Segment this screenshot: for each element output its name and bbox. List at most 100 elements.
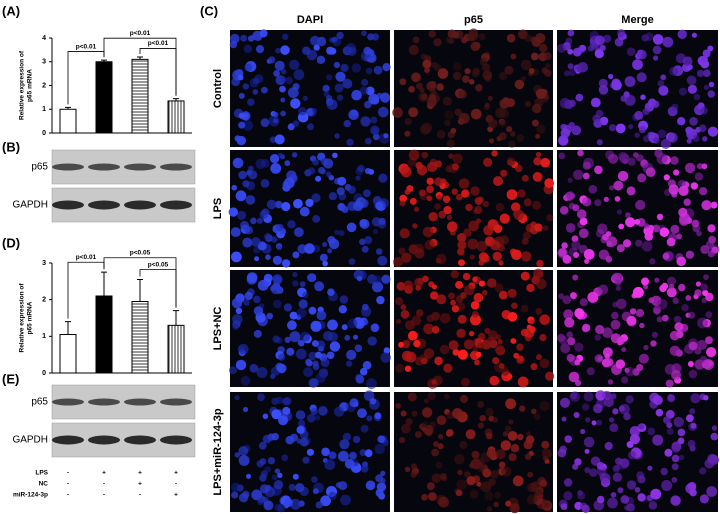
cell	[703, 359, 715, 370]
panel-label: (E)	[2, 371, 19, 386]
cell	[671, 444, 681, 453]
cell	[280, 45, 290, 55]
cell	[546, 214, 554, 222]
cell	[231, 491, 239, 499]
cell	[428, 492, 437, 501]
cell	[572, 204, 580, 212]
cell	[414, 248, 425, 259]
cell	[652, 434, 664, 446]
cell	[607, 497, 618, 509]
cell	[395, 297, 404, 306]
cell	[436, 294, 447, 305]
cell	[707, 224, 716, 233]
cell	[517, 189, 526, 198]
cell	[444, 110, 454, 120]
cell	[584, 448, 590, 454]
cell	[396, 281, 406, 291]
cell	[298, 419, 306, 428]
cell	[262, 413, 269, 420]
cell	[378, 106, 389, 118]
cell	[659, 227, 670, 237]
cell	[347, 185, 356, 194]
cell	[707, 250, 715, 258]
cell	[493, 224, 503, 233]
cell	[616, 209, 623, 215]
cell	[457, 314, 467, 324]
cell	[703, 69, 711, 77]
cell	[463, 228, 472, 237]
cell	[307, 123, 314, 131]
cell	[266, 199, 277, 210]
cell	[568, 371, 580, 383]
cell	[676, 256, 686, 267]
cell	[628, 124, 634, 130]
cell	[269, 136, 277, 143]
cell	[520, 76, 527, 82]
cell	[359, 367, 368, 376]
cell	[527, 494, 538, 505]
cell	[490, 240, 501, 251]
cell	[541, 67, 548, 74]
cell	[536, 124, 546, 134]
cell	[306, 413, 316, 423]
cell	[571, 125, 582, 136]
cell	[531, 119, 539, 127]
cell	[426, 314, 435, 323]
cell	[361, 30, 367, 37]
cell	[667, 394, 676, 403]
cell	[275, 47, 281, 54]
cell	[243, 299, 250, 306]
treatment-label: LPS	[35, 470, 48, 477]
cell	[422, 59, 432, 69]
cell	[521, 237, 529, 245]
cell	[271, 432, 279, 441]
y-axis-label: p65 mRNA	[27, 69, 34, 102]
cell	[469, 254, 475, 260]
cell	[645, 32, 654, 41]
error-bar	[137, 56, 143, 60]
cell	[608, 417, 615, 423]
cell	[326, 99, 338, 110]
cell	[584, 467, 591, 474]
cell	[510, 53, 517, 60]
cell	[584, 258, 590, 264]
significance-bracket	[103, 37, 177, 96]
cell	[271, 474, 278, 481]
cell	[372, 228, 379, 235]
cell	[302, 46, 311, 55]
cell	[334, 229, 340, 235]
cell	[426, 482, 435, 491]
cell	[308, 351, 317, 361]
cell	[579, 298, 588, 307]
cell	[665, 379, 674, 388]
cell	[678, 283, 686, 292]
y-axis-label: Relative expression of	[19, 50, 26, 120]
cell	[308, 306, 317, 315]
cell	[529, 326, 536, 333]
cell	[595, 324, 605, 335]
cell	[280, 110, 286, 117]
cell	[670, 224, 680, 234]
cell	[579, 217, 588, 226]
cell	[489, 375, 500, 386]
cell	[259, 458, 267, 465]
cell	[486, 448, 496, 458]
cell	[520, 271, 530, 281]
cell	[370, 116, 378, 124]
cell	[671, 477, 678, 483]
cell	[295, 410, 306, 420]
cell	[232, 157, 244, 169]
cell	[539, 479, 548, 488]
cell	[494, 491, 501, 499]
cell	[355, 374, 363, 381]
cell	[328, 491, 337, 500]
cell	[375, 248, 383, 255]
cell	[380, 352, 392, 363]
cell	[605, 255, 613, 263]
cell	[369, 398, 377, 405]
cell	[629, 434, 641, 445]
cell	[594, 334, 601, 341]
cell	[327, 248, 333, 254]
cell	[295, 483, 305, 493]
cell	[467, 30, 479, 42]
